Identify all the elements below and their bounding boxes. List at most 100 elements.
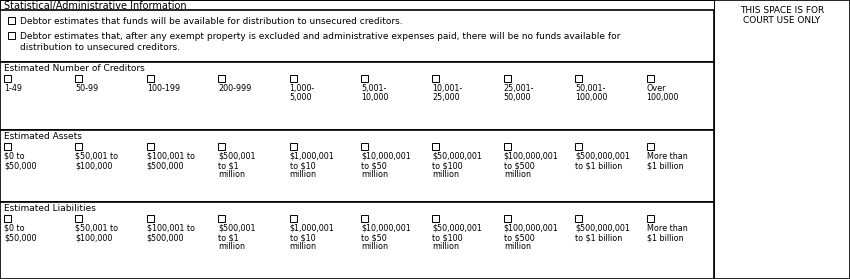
Bar bbox=[290, 215, 297, 222]
Text: 25,001-: 25,001- bbox=[504, 84, 535, 93]
Bar bbox=[504, 143, 511, 150]
Text: $100,000,001: $100,000,001 bbox=[504, 152, 558, 161]
Bar bbox=[361, 215, 368, 222]
Text: $50,000: $50,000 bbox=[4, 233, 37, 242]
Text: $100,000: $100,000 bbox=[76, 233, 113, 242]
Bar bbox=[0, 62, 714, 130]
Bar bbox=[575, 143, 582, 150]
Text: $50,000,001: $50,000,001 bbox=[433, 224, 482, 233]
Text: $0 to: $0 to bbox=[4, 224, 25, 233]
Text: $500,000,001: $500,000,001 bbox=[575, 152, 630, 161]
Text: $100,001 to: $100,001 to bbox=[147, 224, 195, 233]
Text: million: million bbox=[218, 242, 245, 251]
Bar bbox=[4, 75, 11, 82]
Text: 100,000: 100,000 bbox=[575, 93, 608, 102]
Text: $100,000,001: $100,000,001 bbox=[504, 224, 558, 233]
Text: 100-199: 100-199 bbox=[147, 84, 180, 93]
Bar bbox=[8, 32, 15, 39]
Text: to $500: to $500 bbox=[504, 161, 535, 170]
Bar bbox=[433, 143, 439, 150]
Bar bbox=[218, 75, 225, 82]
Bar bbox=[218, 215, 225, 222]
Text: 50,001-: 50,001- bbox=[575, 84, 605, 93]
Text: to $1 billion: to $1 billion bbox=[575, 233, 622, 242]
Text: 25,000: 25,000 bbox=[433, 93, 460, 102]
Text: million: million bbox=[433, 242, 459, 251]
Text: 5,000: 5,000 bbox=[290, 93, 312, 102]
Text: million: million bbox=[504, 170, 530, 179]
Bar bbox=[147, 75, 154, 82]
Text: 1,000-: 1,000- bbox=[290, 84, 314, 93]
Bar bbox=[575, 75, 582, 82]
Text: to $100: to $100 bbox=[433, 161, 463, 170]
Text: 10,000: 10,000 bbox=[361, 93, 388, 102]
Text: $500,001: $500,001 bbox=[218, 224, 256, 233]
Text: $100,001 to: $100,001 to bbox=[147, 152, 195, 161]
Text: $50,000,001: $50,000,001 bbox=[433, 152, 482, 161]
Text: million: million bbox=[433, 170, 459, 179]
Text: $500,001: $500,001 bbox=[218, 152, 256, 161]
Text: to $50: to $50 bbox=[361, 161, 387, 170]
Text: to $1 billion: to $1 billion bbox=[575, 161, 622, 170]
Bar bbox=[0, 202, 714, 279]
Bar bbox=[218, 143, 225, 150]
Text: Over: Over bbox=[647, 84, 666, 93]
Text: $500,000: $500,000 bbox=[147, 161, 184, 170]
Bar bbox=[361, 143, 368, 150]
Bar bbox=[76, 143, 82, 150]
Text: 50-99: 50-99 bbox=[76, 84, 99, 93]
Text: $1 billion: $1 billion bbox=[647, 233, 683, 242]
Text: $50,000: $50,000 bbox=[4, 161, 37, 170]
Text: Statistical/Administrative Information: Statistical/Administrative Information bbox=[4, 1, 187, 11]
Text: THIS SPACE IS FOR: THIS SPACE IS FOR bbox=[740, 6, 824, 15]
Text: $500,000,001: $500,000,001 bbox=[575, 224, 630, 233]
Bar bbox=[575, 215, 582, 222]
Text: 10,001-: 10,001- bbox=[433, 84, 462, 93]
Bar bbox=[0, 0, 714, 10]
Text: COURT USE ONLY: COURT USE ONLY bbox=[744, 16, 820, 25]
Text: 50,000: 50,000 bbox=[504, 93, 531, 102]
Text: 1-49: 1-49 bbox=[4, 84, 22, 93]
Text: More than: More than bbox=[647, 152, 688, 161]
Text: to $1: to $1 bbox=[218, 161, 239, 170]
Text: to $10: to $10 bbox=[290, 161, 315, 170]
Text: $1,000,001: $1,000,001 bbox=[290, 224, 334, 233]
Text: $100,000: $100,000 bbox=[76, 161, 113, 170]
Bar bbox=[147, 215, 154, 222]
Text: distribution to unsecured creditors.: distribution to unsecured creditors. bbox=[20, 43, 180, 52]
Bar bbox=[647, 75, 654, 82]
Bar bbox=[4, 215, 11, 222]
Bar bbox=[4, 143, 11, 150]
Text: million: million bbox=[361, 242, 388, 251]
Text: to $10: to $10 bbox=[290, 233, 315, 242]
Text: $10,000,001: $10,000,001 bbox=[361, 224, 411, 233]
Bar bbox=[147, 143, 154, 150]
Bar bbox=[433, 215, 439, 222]
Bar bbox=[290, 75, 297, 82]
Bar bbox=[290, 143, 297, 150]
Bar bbox=[504, 215, 511, 222]
Text: Estimated Number of Creditors: Estimated Number of Creditors bbox=[4, 64, 144, 73]
Bar bbox=[361, 75, 368, 82]
Bar bbox=[504, 75, 511, 82]
Text: Estimated Assets: Estimated Assets bbox=[4, 132, 82, 141]
Text: to $50: to $50 bbox=[361, 233, 387, 242]
Text: million: million bbox=[504, 242, 530, 251]
Text: $1 billion: $1 billion bbox=[647, 161, 683, 170]
Bar bbox=[0, 10, 714, 62]
Text: $1,000,001: $1,000,001 bbox=[290, 152, 334, 161]
Text: to $100: to $100 bbox=[433, 233, 463, 242]
Text: Estimated Liabilities: Estimated Liabilities bbox=[4, 204, 96, 213]
Text: 5,001-: 5,001- bbox=[361, 84, 387, 93]
Bar bbox=[647, 143, 654, 150]
Text: to $1: to $1 bbox=[218, 233, 239, 242]
Text: million: million bbox=[361, 170, 388, 179]
Text: million: million bbox=[290, 170, 316, 179]
Bar bbox=[433, 75, 439, 82]
Text: million: million bbox=[218, 170, 245, 179]
Bar bbox=[8, 17, 15, 24]
Text: More than: More than bbox=[647, 224, 688, 233]
Bar bbox=[76, 75, 82, 82]
Text: to $500: to $500 bbox=[504, 233, 535, 242]
Text: $50,001 to: $50,001 to bbox=[76, 224, 118, 233]
